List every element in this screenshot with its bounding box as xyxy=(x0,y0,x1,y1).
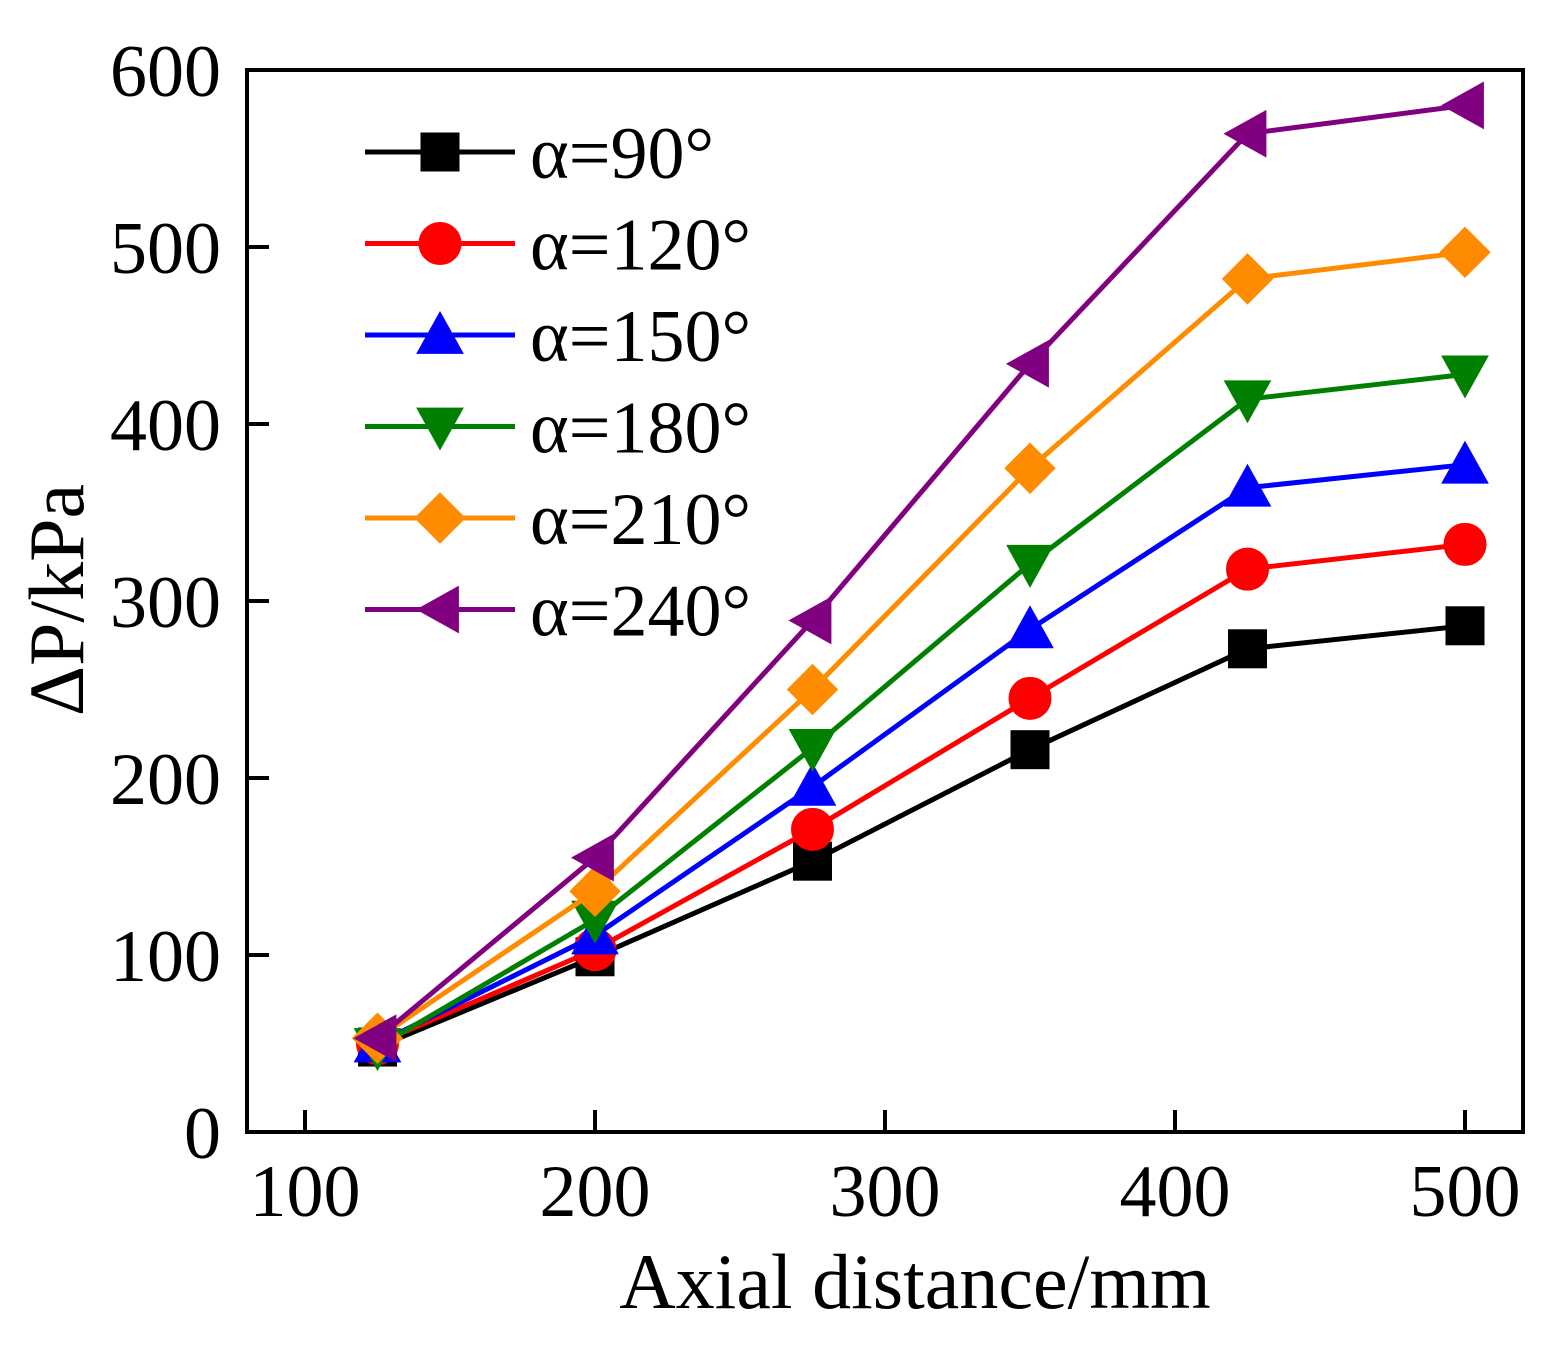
legend-label: α=240° xyxy=(530,571,751,653)
data-point xyxy=(788,596,832,645)
data-point xyxy=(1228,629,1267,669)
series-4 xyxy=(351,226,1491,1064)
y-tick-label: 400 xyxy=(110,385,221,467)
data-point xyxy=(1221,253,1274,305)
series-line xyxy=(376,623,1466,1050)
x-axis-title: Axial distance/mm xyxy=(619,1238,1210,1325)
y-tick-label: 200 xyxy=(110,739,221,821)
data-point xyxy=(1006,544,1054,588)
x-axis: 100 200 300 400 500 xyxy=(250,1110,1521,1233)
y-tick-label: 300 xyxy=(110,562,221,644)
x-tick-label: 500 xyxy=(1410,1151,1521,1233)
data-point xyxy=(788,762,837,806)
data-point xyxy=(788,729,837,772)
data-point xyxy=(1004,442,1056,494)
legend-marker xyxy=(418,222,462,265)
data-point xyxy=(1223,380,1272,424)
data-point xyxy=(569,865,621,917)
legend-item: α=90° xyxy=(365,113,714,195)
series-line xyxy=(375,102,1466,1041)
legend-marker xyxy=(414,492,466,544)
data-point xyxy=(1441,355,1489,399)
legend-item: α=150° xyxy=(365,296,751,378)
data-point xyxy=(1226,547,1269,591)
data-point xyxy=(1439,226,1491,279)
series-line xyxy=(376,249,1466,1041)
data-point xyxy=(1223,463,1272,507)
legend-item: α=180° xyxy=(365,388,751,470)
series-3 xyxy=(353,355,1489,1072)
legend-marker xyxy=(416,407,464,451)
series-5 xyxy=(353,81,1484,1063)
y-tick-label: 0 xyxy=(184,1093,221,1175)
legend-item: α=240° xyxy=(365,571,751,653)
data-point xyxy=(1445,606,1485,646)
data-point xyxy=(791,807,834,851)
x-tick-label: 200 xyxy=(540,1151,651,1233)
data-point xyxy=(1006,605,1054,649)
legend-item: α=120° xyxy=(365,205,751,287)
series-0 xyxy=(358,606,1485,1067)
series-2 xyxy=(353,440,1489,1063)
series-line xyxy=(376,541,1466,1046)
data-point xyxy=(353,1014,397,1063)
data-point xyxy=(1443,522,1487,566)
series-layer xyxy=(351,81,1491,1072)
y-tick-label: 500 xyxy=(110,208,221,290)
data-point xyxy=(1440,81,1484,130)
legend-label: α=210° xyxy=(530,479,751,561)
y-tick-label: 600 xyxy=(110,31,221,113)
x-tick-label: 300 xyxy=(830,1151,941,1233)
legend-label: α=180° xyxy=(530,388,751,470)
data-point xyxy=(1223,109,1267,158)
data-point xyxy=(570,833,614,882)
legend-marker xyxy=(416,310,464,354)
series-line xyxy=(376,462,1466,1046)
legend-label: α=90° xyxy=(530,113,714,195)
x-tick-label: 100 xyxy=(250,1151,361,1233)
legend-marker xyxy=(420,132,460,172)
data-point xyxy=(1441,440,1489,484)
data-point xyxy=(1005,339,1049,388)
legend-marker xyxy=(415,585,459,634)
data-point xyxy=(1008,676,1052,720)
legend-label: α=150° xyxy=(530,296,751,378)
series-line xyxy=(376,371,1466,1050)
data-point xyxy=(1010,730,1050,770)
x-tick-label: 400 xyxy=(1120,1151,1231,1233)
y-axis-title: ΔP/kPa xyxy=(13,484,100,716)
legend: α=90° α=120° α=150° α=180° α=210° α=240° xyxy=(365,113,751,653)
legend-label: α=120° xyxy=(530,205,751,287)
y-axis: 0 100 200 300 400 500 600 xyxy=(110,31,269,1175)
y-tick-label: 100 xyxy=(110,916,221,998)
data-point xyxy=(786,663,839,716)
legend-item: α=210° xyxy=(365,479,751,561)
